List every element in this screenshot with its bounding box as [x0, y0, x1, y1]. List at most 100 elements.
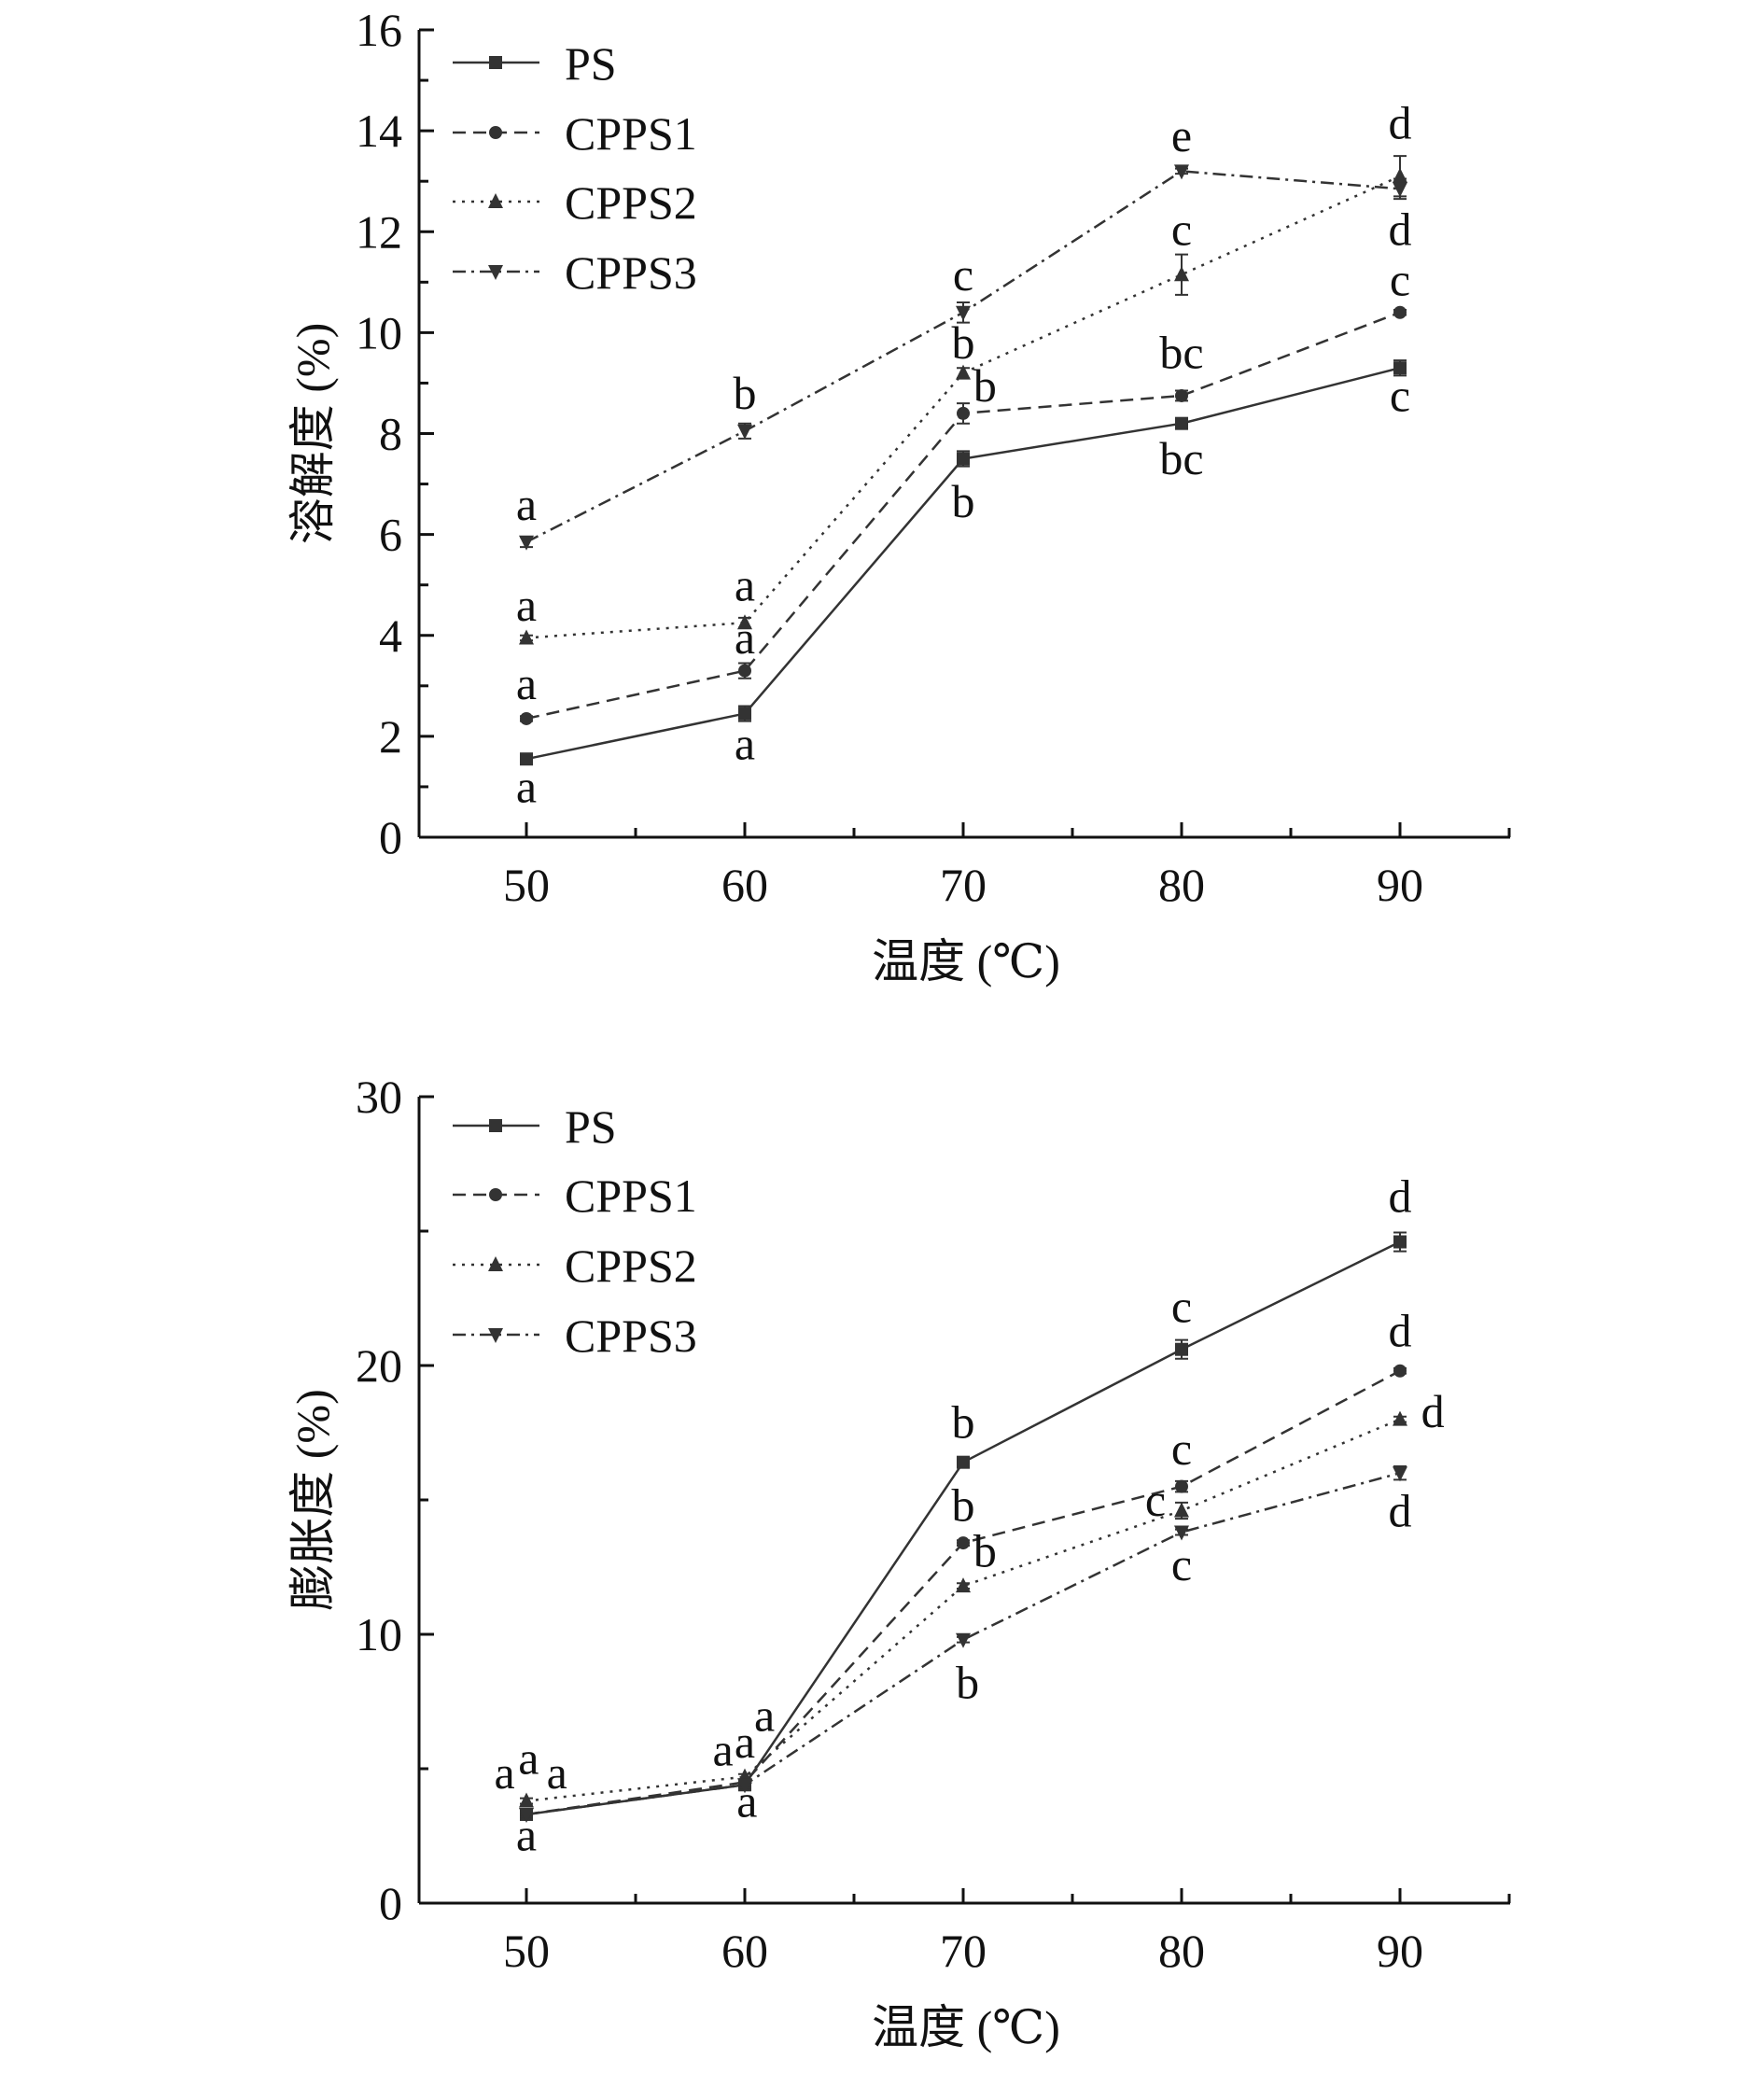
y-axis-label: 膨胀度 (%)	[287, 1389, 339, 1610]
legend-marker	[489, 1188, 502, 1201]
series-line	[525, 1471, 1401, 1816]
x-tick-label: 90	[1377, 859, 1423, 911]
x-tick-label: 50	[503, 1925, 550, 1977]
x-tick-label: 50	[503, 859, 550, 911]
data-point	[957, 1455, 970, 1469]
data-point	[737, 424, 752, 440]
significance-label: d	[1421, 1385, 1445, 1437]
data-point	[737, 1778, 752, 1794]
series-cpps3: CPPS3	[453, 1310, 1407, 1823]
significance-label: c	[953, 248, 973, 301]
data-point	[1175, 416, 1188, 430]
y-tick-label: 8	[379, 408, 402, 460]
y-tick-label: 0	[379, 1877, 402, 1929]
data-point	[519, 535, 534, 551]
data-point	[1393, 1466, 1407, 1482]
significance-label: a	[516, 579, 537, 631]
data-point	[519, 1807, 534, 1823]
significance-label: d	[1389, 1484, 1412, 1536]
data-point	[519, 1792, 534, 1808]
series-cpps1: CPPS1	[453, 107, 1407, 725]
y-tick-label: 0	[379, 811, 402, 863]
data-point	[957, 452, 970, 466]
x-tick-label: 70	[940, 1925, 987, 1977]
legend-marker	[489, 1119, 502, 1132]
data-point	[738, 707, 751, 721]
data-point	[1393, 1235, 1407, 1249]
x-tick-label: 90	[1377, 1925, 1423, 1977]
legend-label: CPPS2	[565, 176, 697, 229]
data-point	[1393, 305, 1407, 319]
significance-label: c	[1171, 1422, 1192, 1475]
data-point	[1175, 388, 1188, 402]
data-point	[1393, 361, 1407, 375]
data-point	[1393, 1364, 1407, 1378]
legend-label: CPPS2	[565, 1240, 697, 1292]
significance-label: c	[1390, 253, 1410, 305]
solubility-chart: 0 2 4 6 8 10 12 14 16 50 60 70 80 90 温度 (℃) 溶解度 (%) PS CP…	[287, 4, 1511, 987]
y-tick-label: 4	[379, 609, 402, 662]
significance-label: c	[1390, 370, 1410, 422]
series-line	[525, 1418, 1401, 1802]
significance-label: c	[1171, 1281, 1192, 1333]
significance-label: d	[1389, 1304, 1412, 1356]
legend-marker	[488, 265, 503, 280]
significance-label: b	[734, 367, 757, 419]
significance-label: a	[516, 657, 537, 709]
swelling-chart: 0 10 20 30 50 60 70 80 90 温度 (℃) 膨胀度 (%) PS CPPS1 CPP…	[287, 1071, 1511, 2053]
legend-label: CPPS3	[565, 246, 697, 299]
data-point	[738, 664, 751, 678]
y-tick-label: 10	[356, 306, 402, 358]
significance-label: a	[735, 558, 755, 610]
x-tick-label: 80	[1158, 859, 1205, 911]
significance-label: c	[1171, 203, 1192, 255]
legend-marker	[488, 1256, 503, 1271]
significance-label: c	[1145, 1474, 1166, 1526]
data-point	[1174, 1502, 1189, 1518]
significance-label: a	[516, 478, 537, 530]
data-point	[520, 711, 533, 725]
legend-label: CPPS1	[565, 1170, 697, 1222]
legend-marker	[489, 126, 502, 139]
legend-marker	[489, 56, 502, 69]
significance-label: a	[736, 1774, 757, 1827]
significance-label: d	[1389, 203, 1412, 255]
significance-label: b	[952, 316, 975, 369]
significance-label: b	[973, 359, 997, 412]
significance-label: b	[952, 1395, 975, 1448]
legend-label: CPPS3	[565, 1310, 697, 1362]
data-point	[737, 614, 752, 630]
significance-label: b	[956, 1657, 979, 1709]
series-cpps1: CPPS1	[453, 1170, 1407, 1821]
data-point	[956, 364, 971, 380]
legend-label: PS	[565, 37, 617, 90]
y-tick-label: 10	[356, 1608, 402, 1660]
legend-label: PS	[565, 1100, 617, 1153]
data-point	[956, 305, 971, 321]
y-axis-label: 溶解度 (%)	[287, 323, 339, 544]
data-point	[956, 1577, 971, 1593]
y-tick-label: 16	[356, 4, 402, 56]
significance-label: c	[1171, 1538, 1192, 1590]
data-point	[1174, 164, 1189, 180]
significance-label: b	[952, 475, 975, 527]
significance-label: a	[735, 718, 755, 770]
x-tick-label: 60	[721, 859, 768, 911]
legend-marker	[488, 1328, 503, 1343]
data-point	[520, 752, 533, 766]
x-tick-label: 60	[721, 1925, 768, 1977]
series-cpps3: CPPS3	[453, 164, 1407, 551]
legend-marker	[488, 193, 503, 208]
series-cpps2: CPPS2	[453, 1240, 1407, 1808]
significance-label: a	[735, 611, 755, 664]
legend-label: CPPS1	[565, 107, 697, 160]
y-tick-label: 20	[356, 1339, 402, 1392]
significance-label: a	[494, 1746, 514, 1799]
data-point	[1393, 1410, 1407, 1426]
significance-label: a	[712, 1724, 733, 1776]
data-point	[1174, 1525, 1189, 1541]
significance-label: a	[547, 1746, 567, 1799]
data-point	[1175, 1479, 1188, 1493]
data-point	[1393, 182, 1407, 198]
